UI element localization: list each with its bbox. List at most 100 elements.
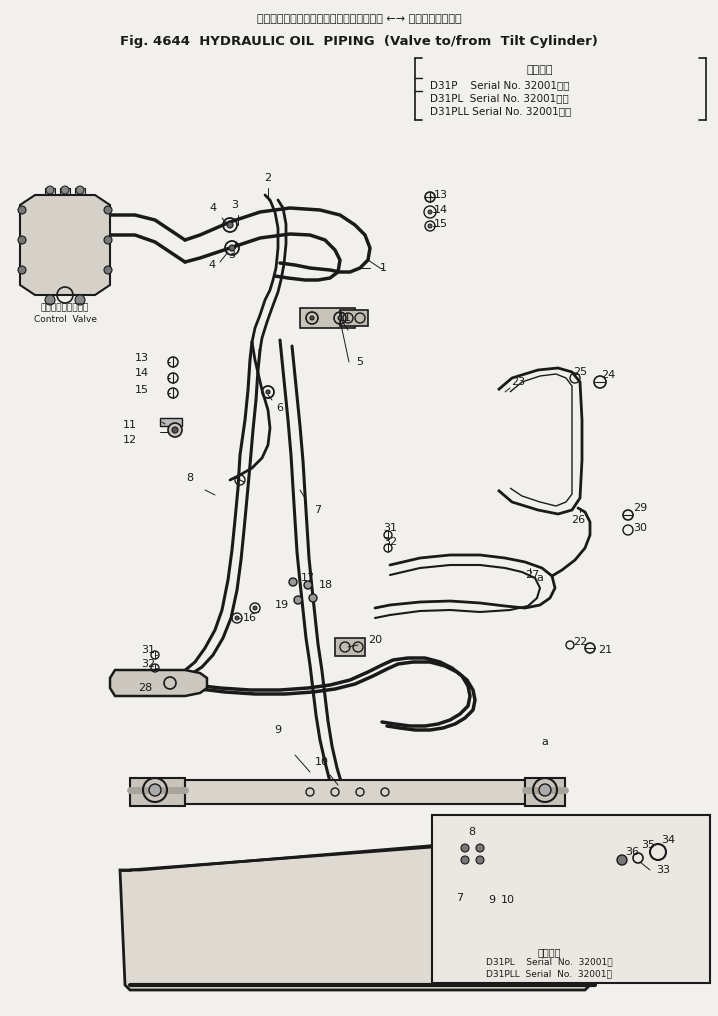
Text: 27: 27 (525, 570, 539, 580)
Text: 21: 21 (598, 645, 612, 655)
Circle shape (18, 206, 26, 214)
Text: 4: 4 (208, 260, 215, 270)
Text: 19: 19 (275, 600, 289, 610)
Text: 11: 11 (338, 313, 352, 323)
Polygon shape (110, 670, 207, 696)
Text: 10: 10 (501, 895, 515, 905)
Text: コントロールバルブ: コントロールバルブ (41, 304, 89, 313)
Text: 3: 3 (231, 200, 238, 210)
Text: 15: 15 (434, 219, 448, 229)
Text: 36: 36 (625, 847, 639, 858)
Text: 14: 14 (434, 205, 448, 215)
Text: 油用号機: 油用号機 (537, 947, 561, 957)
Text: 22: 22 (573, 637, 587, 647)
Circle shape (253, 606, 257, 610)
Circle shape (46, 186, 54, 194)
Text: 5: 5 (357, 357, 363, 367)
Circle shape (229, 245, 235, 251)
Circle shape (289, 578, 297, 586)
Text: 23: 23 (511, 377, 525, 387)
Circle shape (476, 844, 484, 852)
Text: 17: 17 (301, 573, 315, 583)
Text: 20: 20 (368, 635, 382, 645)
Text: 33: 33 (656, 865, 670, 875)
Bar (160, 418, 182, 426)
Circle shape (476, 856, 484, 864)
Text: 7: 7 (457, 893, 464, 903)
Text: D31PLL  Serial  No.  32001～: D31PLL Serial No. 32001～ (486, 969, 612, 978)
Bar (185, 780, 525, 804)
Text: 13: 13 (434, 190, 448, 200)
Text: 32: 32 (141, 659, 155, 669)
Circle shape (227, 223, 233, 228)
Text: 8: 8 (468, 827, 475, 837)
Text: Fig. 4644  HYDRAULIC OIL  PIPING  (Valve to/from  Tilt Cylinder): Fig. 4644 HYDRAULIC OIL PIPING (Valve to… (120, 35, 598, 48)
Circle shape (617, 855, 627, 865)
Text: 28: 28 (138, 683, 152, 693)
Circle shape (104, 206, 112, 214)
Circle shape (149, 784, 161, 796)
Bar (75, 188, 85, 196)
Circle shape (18, 266, 26, 274)
Polygon shape (120, 835, 605, 990)
Text: Control  Valve: Control Valve (34, 316, 96, 324)
Text: 15: 15 (135, 385, 149, 395)
Text: 31: 31 (383, 523, 397, 533)
Text: 14: 14 (135, 368, 149, 378)
Polygon shape (20, 195, 110, 295)
Text: 16: 16 (243, 613, 257, 623)
Text: a: a (541, 737, 549, 747)
Circle shape (461, 844, 469, 852)
Circle shape (304, 581, 312, 589)
Circle shape (104, 236, 112, 244)
Circle shape (45, 295, 55, 305)
Text: 10: 10 (315, 757, 329, 767)
Bar (432, 815, 710, 983)
Text: 7: 7 (314, 505, 322, 515)
Text: 8: 8 (187, 473, 194, 483)
Circle shape (75, 295, 85, 305)
Text: 2: 2 (264, 173, 271, 183)
Text: 31: 31 (141, 645, 155, 655)
Text: 32: 32 (383, 537, 397, 547)
Circle shape (309, 594, 317, 602)
Circle shape (18, 236, 26, 244)
Text: 30: 30 (633, 523, 647, 533)
Text: D31P    Serial No. 32001～）: D31P Serial No. 32001～） (430, 80, 569, 90)
Text: 1: 1 (380, 263, 386, 273)
Circle shape (294, 596, 302, 604)
Text: 24: 24 (601, 370, 615, 380)
Text: D31PL    Serial  No.  32001～: D31PL Serial No. 32001～ (485, 957, 612, 966)
Circle shape (539, 784, 551, 796)
Text: 26: 26 (571, 515, 585, 525)
Text: ハイドロリックオイルパイピング（バルブ ←→ チルトシリンダ）: ハイドロリックオイルパイピング（バルブ ←→ チルトシリンダ） (257, 14, 461, 24)
Bar (335, 638, 365, 656)
Text: a: a (536, 573, 544, 583)
Circle shape (235, 616, 239, 620)
Circle shape (310, 316, 314, 320)
Bar (340, 310, 368, 326)
Bar (525, 778, 565, 806)
Text: 適用号機: 適用号機 (527, 65, 554, 75)
Circle shape (266, 390, 270, 394)
Text: 11: 11 (123, 420, 137, 430)
Text: 4: 4 (210, 203, 217, 213)
Text: 29: 29 (633, 503, 647, 513)
Text: 6: 6 (276, 403, 284, 412)
Circle shape (338, 316, 342, 320)
Text: 9: 9 (274, 725, 281, 735)
Text: 18: 18 (319, 580, 333, 590)
Circle shape (168, 423, 182, 437)
Circle shape (461, 856, 469, 864)
Bar (300, 308, 355, 328)
Bar (130, 778, 185, 806)
Circle shape (172, 427, 178, 433)
Bar (45, 188, 55, 196)
Text: 13: 13 (135, 353, 149, 363)
Text: 9: 9 (488, 895, 495, 905)
Text: 25: 25 (573, 367, 587, 377)
Text: D31PLL Serial No. 32001～）: D31PLL Serial No. 32001～） (430, 106, 572, 116)
Text: 12: 12 (123, 435, 137, 445)
Text: 3: 3 (228, 250, 236, 260)
Text: 34: 34 (661, 835, 675, 845)
